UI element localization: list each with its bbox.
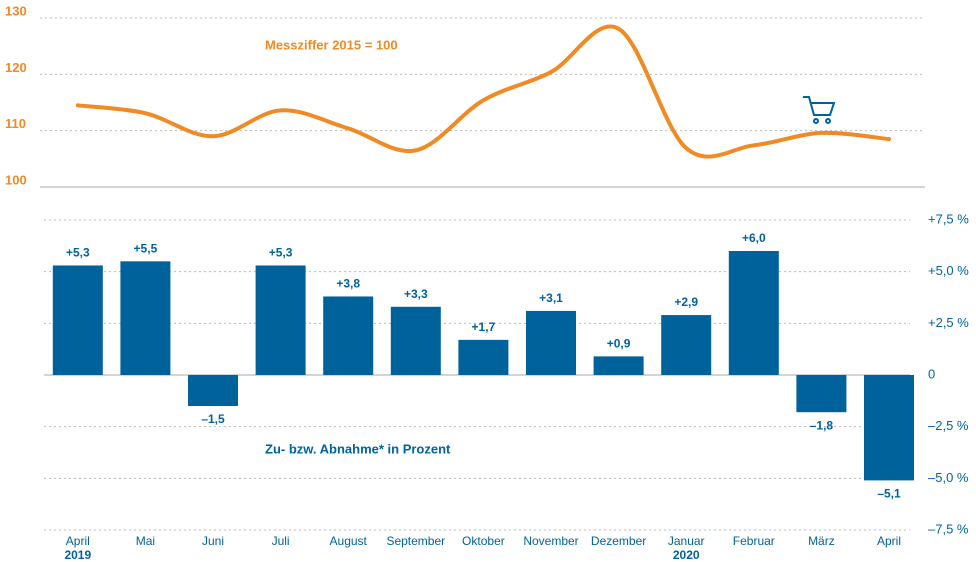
- x-tick-label: August: [330, 534, 368, 548]
- x-tick-label: Mai: [136, 534, 155, 548]
- value-label: –1,5: [201, 412, 225, 426]
- x-tick-label: Januar: [668, 534, 705, 548]
- line-annotation: Messziffer 2015 = 100: [265, 37, 398, 52]
- y-tick-label: +5,0 %: [928, 263, 969, 278]
- bar-annotation: Zu- bzw. Abnahme* in Prozent: [265, 441, 451, 456]
- year-label: 2019: [64, 548, 91, 562]
- bar: [255, 265, 306, 375]
- value-label: +6,0: [742, 231, 766, 245]
- x-tick-label: Februar: [733, 534, 775, 548]
- bar: [593, 356, 644, 375]
- value-label: +1,7: [472, 320, 496, 334]
- x-tick-label: November: [523, 534, 578, 548]
- y-tick-label: 0: [928, 366, 935, 381]
- y-tick-label: –5,0 %: [928, 470, 969, 485]
- x-tick-label: Juli: [272, 534, 290, 548]
- value-label: +3,1: [539, 291, 563, 305]
- index-line: [75, 24, 891, 159]
- bar: [52, 265, 103, 375]
- x-tick-label: April: [877, 534, 901, 548]
- bar: [864, 375, 914, 481]
- value-label: +5,3: [269, 246, 293, 260]
- bar: [390, 306, 441, 375]
- bar: [661, 315, 712, 375]
- value-label: –1,8: [810, 418, 834, 432]
- bar: [323, 296, 374, 375]
- value-label: –5,1: [877, 487, 901, 501]
- x-tick-label: Juni: [202, 534, 224, 548]
- bar: [458, 339, 509, 375]
- value-label: +5,5: [134, 242, 158, 256]
- y-tick-label: +7,5 %: [928, 211, 969, 226]
- value-label: +2,9: [674, 295, 698, 309]
- bar: [728, 251, 779, 375]
- x-tick-label: Dezember: [591, 534, 646, 548]
- value-label: +3,8: [336, 277, 360, 291]
- bar: [796, 375, 847, 413]
- x-tick-label: September: [386, 534, 445, 548]
- bar: [188, 375, 238, 406]
- y-tick-label: 100: [5, 172, 27, 187]
- x-tick-label: Oktober: [462, 534, 505, 548]
- y-tick-label: 110: [5, 116, 26, 131]
- value-label: +3,3: [404, 287, 428, 301]
- x-tick-label: März: [808, 534, 835, 548]
- cart-icon: [803, 96, 836, 124]
- value-label: +0,9: [607, 337, 631, 351]
- bar: [120, 261, 171, 375]
- y-tick-label: 120: [5, 60, 27, 75]
- y-tick-label: 130: [5, 3, 27, 18]
- y-tick-label: +2,5 %: [928, 315, 969, 330]
- y-tick-label: –2,5 %: [928, 418, 969, 433]
- bar: [526, 310, 576, 375]
- value-label: +5,3: [66, 246, 90, 260]
- y-tick-label: –7,5 %: [928, 521, 969, 536]
- x-tick-label: April: [66, 534, 90, 548]
- year-label: 2020: [673, 548, 700, 562]
